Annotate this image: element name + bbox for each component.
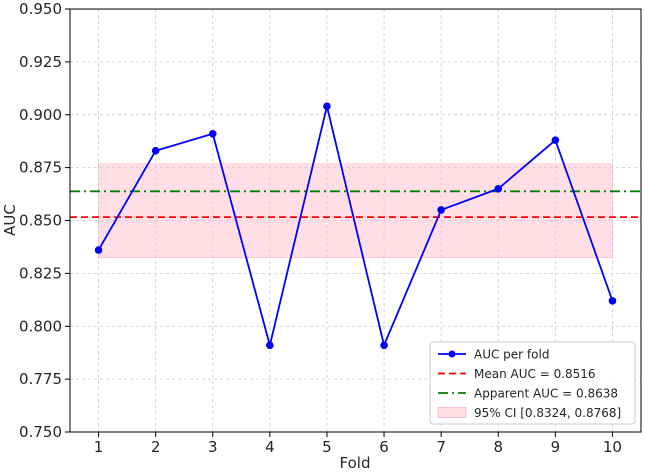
x-axis-title: Fold bbox=[340, 454, 371, 472]
legend-label-series: AUC per fold bbox=[474, 348, 549, 362]
legend-marker-series bbox=[448, 350, 456, 358]
legend-swatch-band bbox=[437, 407, 467, 418]
x-axis-ticks: 1 2 3 4 5 6 7 8 9 10 bbox=[94, 432, 622, 456]
y-tick-label: 0.775 bbox=[19, 370, 62, 388]
y-tick-label: 0.800 bbox=[19, 317, 62, 335]
y-axis-ticks: 0.750 0.775 0.800 0.825 0.850 0.875 0.900 0.925… bbox=[19, 0, 70, 441]
x-tick-label: 8 bbox=[493, 438, 503, 456]
auc-data-point bbox=[266, 341, 274, 350]
series-group bbox=[94, 102, 617, 350]
y-axis-title: AUC bbox=[1, 204, 19, 236]
x-tick-label: 9 bbox=[551, 438, 561, 456]
legend-label-refline: Mean AUC = 0.8516 bbox=[474, 367, 596, 381]
x-tick-label: 4 bbox=[265, 438, 275, 456]
x-tick-label: 10 bbox=[603, 438, 622, 456]
y-tick-label: 0.925 bbox=[19, 53, 62, 71]
legend-label-band: 95% CI [0.8324, 0.8768] bbox=[474, 406, 621, 420]
y-tick-label: 0.750 bbox=[19, 423, 62, 441]
y-tick-label: 0.850 bbox=[19, 212, 62, 230]
x-tick-label: 2 bbox=[151, 438, 161, 456]
y-tick-label: 0.825 bbox=[19, 264, 62, 282]
y-tick-label: 0.950 bbox=[19, 0, 62, 18]
ci-bands bbox=[98, 163, 613, 259]
legend: AUC per fold Mean AUC = 0.8516 Apparent AU… bbox=[429, 341, 636, 425]
auc-data-point bbox=[608, 297, 617, 305]
auc-data-point bbox=[94, 246, 103, 254]
legend-box bbox=[429, 341, 636, 425]
x-tick-label: 7 bbox=[436, 438, 446, 456]
x-tick-label: 1 bbox=[94, 438, 104, 456]
x-tick-label: 5 bbox=[322, 438, 332, 456]
x-tick-label: 3 bbox=[208, 438, 218, 456]
y-tick-label: 0.900 bbox=[19, 106, 62, 124]
y-tick-label: 0.875 bbox=[19, 159, 62, 177]
reference-lines bbox=[70, 190, 641, 219]
legend-label-refline: Apparent AUC = 0.8638 bbox=[474, 387, 618, 401]
auc-data-point bbox=[494, 184, 503, 193]
auc-series-line bbox=[97, 106, 614, 349]
auc-data-point bbox=[437, 206, 445, 214]
auc-data-point bbox=[323, 102, 331, 111]
auc-data-point bbox=[380, 341, 388, 350]
auc-data-point bbox=[208, 129, 217, 138]
auc-data-point bbox=[551, 136, 560, 144]
auc-data-point bbox=[151, 146, 160, 155]
x-tick-label: 6 bbox=[379, 438, 389, 456]
ci-band bbox=[98, 163, 613, 259]
